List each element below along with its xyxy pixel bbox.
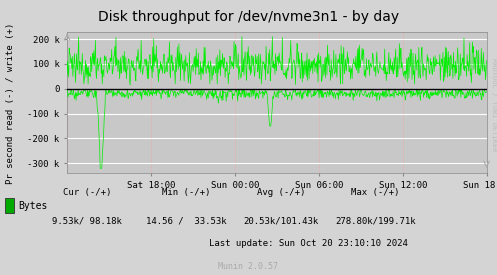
Text: Disk throughput for /dev/nvme3n1 - by day: Disk throughput for /dev/nvme3n1 - by da… <box>98 10 399 24</box>
Text: Avg (-/+): Avg (-/+) <box>256 188 305 197</box>
Text: 9.53k/ 98.18k: 9.53k/ 98.18k <box>52 217 122 226</box>
Text: Last update: Sun Oct 20 23:10:10 2024: Last update: Sun Oct 20 23:10:10 2024 <box>209 239 408 248</box>
Text: 20.53k/101.43k: 20.53k/101.43k <box>243 217 319 226</box>
Text: 14.56 /  33.53k: 14.56 / 33.53k <box>146 217 227 226</box>
Text: Max (-/+): Max (-/+) <box>351 188 400 197</box>
Text: Bytes: Bytes <box>18 200 47 211</box>
Text: Pr second read (-) / write (+): Pr second read (-) / write (+) <box>6 23 15 184</box>
Text: RRDTOOL / TOBI OETIKER: RRDTOOL / TOBI OETIKER <box>491 58 497 151</box>
Text: Munin 2.0.57: Munin 2.0.57 <box>219 262 278 271</box>
Text: Cur (-/+): Cur (-/+) <box>63 188 111 197</box>
Text: 278.80k/199.71k: 278.80k/199.71k <box>335 217 415 226</box>
Text: Min (-/+): Min (-/+) <box>162 188 211 197</box>
